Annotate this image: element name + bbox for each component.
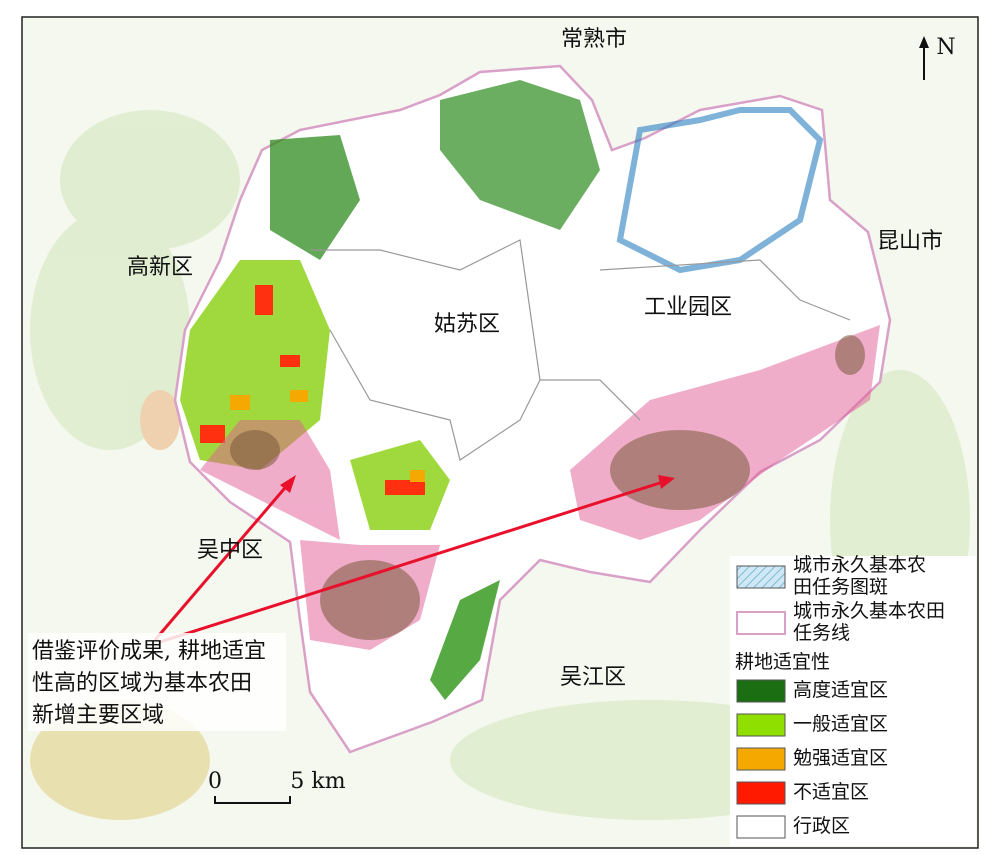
legend-label: 不适宜区 xyxy=(793,781,869,803)
place-label: 高新区 xyxy=(127,255,193,280)
place-label: 吴中区 xyxy=(197,538,263,563)
legend-swatch xyxy=(736,747,786,771)
scale-label: 5 km xyxy=(290,769,345,794)
place-label: 姑苏区 xyxy=(434,312,500,337)
scale-bar: 0 5 km xyxy=(208,769,346,804)
legend-label: 一般适宜区 xyxy=(793,713,888,735)
annotation-line: 借鉴评价成果, 耕地适宜 xyxy=(32,639,266,664)
legend-swatch xyxy=(736,565,786,589)
place-label: 昆山市 xyxy=(877,229,943,254)
annotation-line: 新增主要区域 xyxy=(32,703,164,728)
annotation-arrows xyxy=(153,475,675,644)
annotation-line: 性高的区域为基本农田 xyxy=(32,671,252,696)
legend-swatch xyxy=(736,781,786,805)
place-label: 常熟市 xyxy=(561,27,627,52)
legend-label: 任务线 xyxy=(793,622,850,644)
district-boundaries xyxy=(310,239,851,461)
place-label: 工业园区 xyxy=(644,295,732,320)
legend-title: 耕地适宜性 xyxy=(735,651,830,673)
legend-label: 高度适宜区 xyxy=(793,679,888,701)
legend-swatch xyxy=(736,611,786,635)
overlap-patches xyxy=(230,335,865,640)
north-arrow: N xyxy=(919,35,956,80)
north-label: N xyxy=(936,35,955,60)
legend-swatch xyxy=(736,679,786,703)
legend-label: 勉强适宜区 xyxy=(793,747,888,769)
legend-label: 城市永久基本农 xyxy=(793,554,926,576)
legend-label: 行政区 xyxy=(793,815,850,837)
legend: 城市永久基本农 田任务图斑 城市永久基本农田 任务线 耕地适宜性 高度适宜区一般… xyxy=(730,554,976,846)
legend-swatch xyxy=(736,815,786,839)
scale-label: 0 xyxy=(208,769,222,794)
suitability-patches xyxy=(180,80,824,700)
legend-label: 城市永久基本农田 xyxy=(793,600,945,622)
legend-swatch xyxy=(736,713,786,737)
place-label: 吴江区 xyxy=(560,665,626,690)
legend-label: 田任务图斑 xyxy=(793,576,888,598)
annotation-box xyxy=(28,633,286,731)
